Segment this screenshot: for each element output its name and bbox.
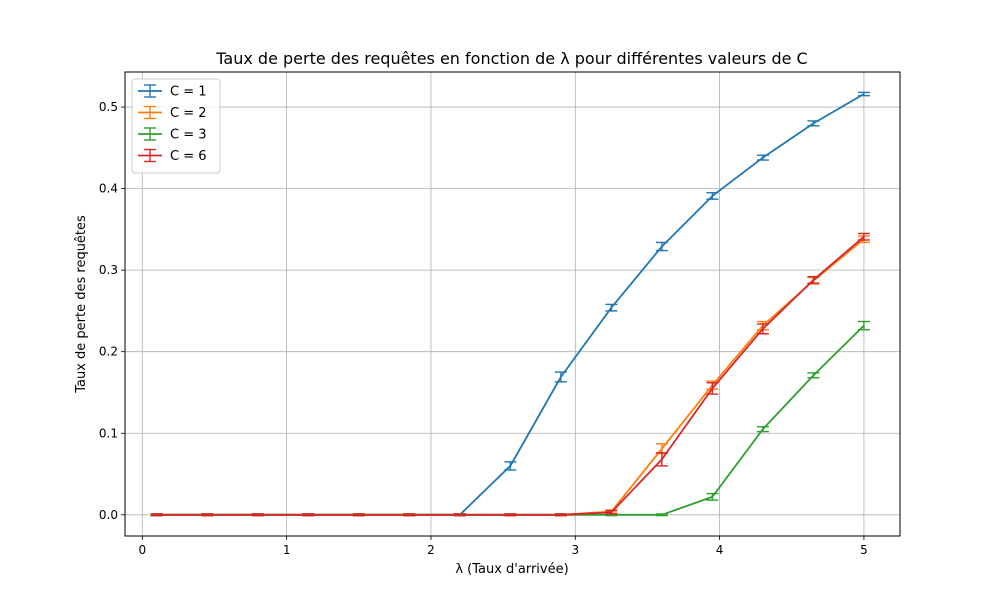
x-tick-label: 2 (427, 543, 435, 557)
y-tick-label: 0.3 (99, 263, 118, 277)
x-tick-label: 0 (138, 543, 146, 557)
tick-layer: 0 1 2 3 4 5 0.0 0.1 0.2 0.3 0.4 0.5 (99, 100, 868, 557)
x-tick-label: 1 (283, 543, 291, 557)
series-line (156, 236, 865, 516)
y-tick-label: 0.0 (99, 508, 118, 522)
legend-label: C = 3 (170, 128, 207, 143)
legend-label: C = 2 (170, 106, 207, 121)
y-axis-label: Taux de perte des requêtes (74, 215, 89, 394)
y-tick-label: 0.2 (99, 345, 118, 359)
legend-item: C = 6 (138, 148, 207, 164)
y-tick-label: 0.5 (99, 100, 118, 114)
legend-item: C = 2 (138, 105, 207, 121)
y-tick-label: 0.1 (99, 426, 118, 440)
y-tick-label: 0.4 (99, 182, 118, 196)
legend-label: C = 6 (170, 149, 207, 164)
chart-title: Taux de perte des requêtes en fonction d… (215, 49, 807, 68)
x-tick-label: 4 (716, 543, 724, 557)
legend-item: C = 3 (138, 127, 207, 143)
x-tick-label: 3 (571, 543, 579, 557)
legend-item: C = 1 (138, 84, 207, 100)
grid-layer (125, 72, 900, 536)
legend-label: C = 1 (170, 85, 207, 100)
x-axis-label: λ (Taux d'arrivée) (455, 562, 568, 577)
series-layer (150, 91, 870, 517)
x-tick-label: 5 (860, 543, 868, 557)
plot-area-frame (124, 71, 901, 537)
series-4 (150, 232, 870, 517)
legend: C = 1 C = 2 C = 3 C = 6 (131, 78, 221, 174)
